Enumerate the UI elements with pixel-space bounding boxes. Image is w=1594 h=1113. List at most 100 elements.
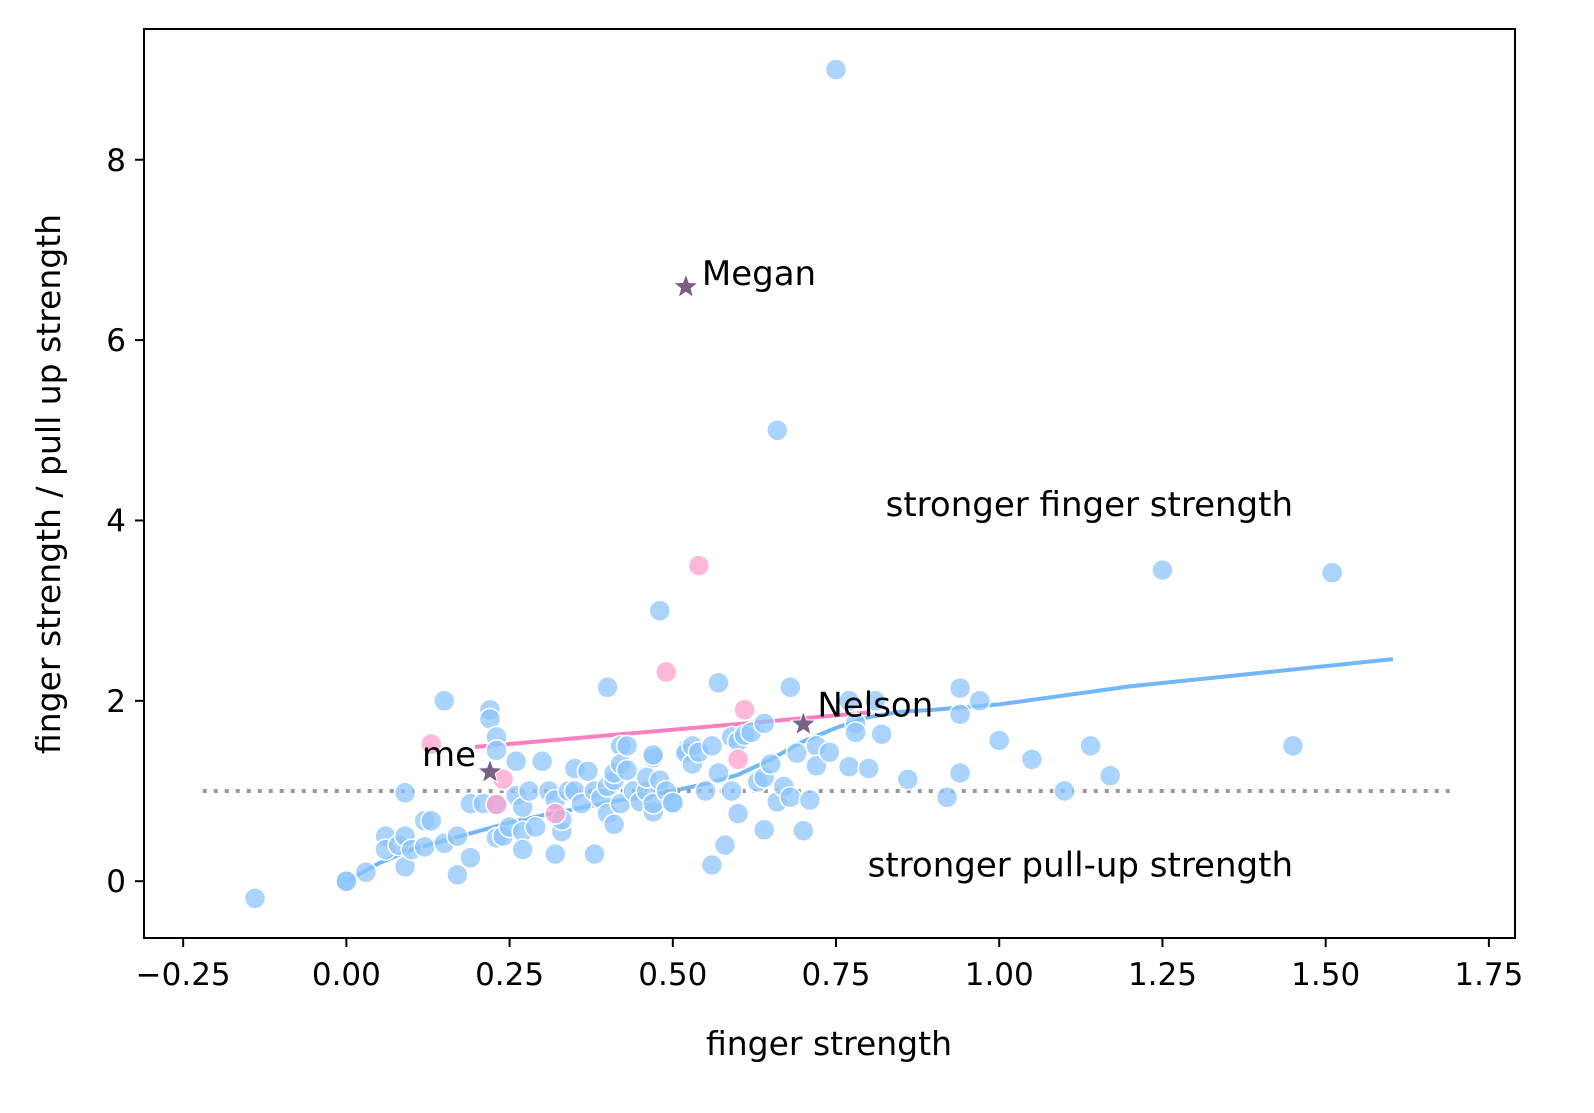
annotation-1: stronger finger strength bbox=[886, 485, 1293, 525]
y-axis-label: finger strength / pull up strength bbox=[29, 214, 68, 754]
blue-point bbox=[824, 58, 848, 81]
blue-point bbox=[1151, 558, 1174, 582]
blue-point bbox=[583, 842, 606, 866]
blue-point bbox=[524, 815, 547, 839]
blue-point bbox=[837, 755, 861, 778]
pink-point bbox=[726, 748, 750, 771]
blue-point bbox=[485, 739, 508, 762]
blue-point bbox=[596, 676, 619, 699]
y-tick-label: 2 bbox=[106, 684, 126, 720]
star-marker-me bbox=[476, 757, 504, 784]
x-tick-label: 1.25 bbox=[1128, 957, 1197, 993]
blue-point bbox=[1079, 734, 1102, 758]
blue-point bbox=[694, 779, 717, 803]
star-marker-nelson bbox=[789, 709, 818, 736]
blue-point bbox=[707, 761, 730, 785]
annotation-2: stronger pull-up strength bbox=[868, 846, 1293, 886]
x-tick-label: 1.75 bbox=[1454, 957, 1523, 993]
blue-point bbox=[713, 833, 737, 857]
blue-point bbox=[661, 791, 685, 814]
blue-point bbox=[511, 838, 534, 861]
blue-point bbox=[792, 819, 815, 842]
blue-point bbox=[707, 671, 730, 695]
blue-point bbox=[1053, 779, 1076, 803]
x-tick-label: 1.50 bbox=[1291, 957, 1360, 993]
blue-point bbox=[243, 887, 267, 910]
point-label-nelson: Nelson bbox=[817, 685, 933, 725]
blue-point bbox=[798, 788, 822, 812]
blue-point bbox=[504, 750, 528, 773]
plot-area-frame bbox=[143, 28, 1516, 939]
star-marker-megan bbox=[672, 272, 700, 299]
x-tick-label: 1.00 bbox=[965, 957, 1034, 993]
blue-point bbox=[446, 863, 469, 887]
blue-point bbox=[700, 734, 724, 758]
x-tick-label: 0.25 bbox=[475, 957, 544, 993]
blue-point bbox=[844, 721, 867, 744]
x-axis: −0.25 0.00 0.25 0.50 0.75 1.00 1.25 1.50 1.75 bbox=[136, 938, 1523, 993]
blue-point bbox=[935, 786, 959, 809]
data-points bbox=[243, 58, 1344, 910]
blue-point bbox=[413, 835, 436, 859]
blue-point bbox=[779, 786, 802, 809]
blue-point bbox=[420, 809, 443, 833]
blue-point bbox=[1281, 734, 1305, 758]
y-tick-label: 6 bbox=[106, 323, 126, 359]
blue-point bbox=[870, 722, 893, 746]
blue-point bbox=[544, 842, 567, 866]
highlighted-points: me Megan Nelson bbox=[422, 254, 933, 784]
blue-point bbox=[896, 768, 920, 791]
y-tick-label: 4 bbox=[106, 503, 126, 539]
blue-point bbox=[726, 802, 750, 825]
y-tick-label: 0 bbox=[106, 864, 126, 900]
blue-point bbox=[446, 824, 469, 848]
blue-point bbox=[857, 757, 880, 780]
blue-point bbox=[720, 779, 743, 803]
blue-point bbox=[459, 846, 482, 869]
blue-point bbox=[759, 752, 782, 776]
blue-point bbox=[752, 818, 776, 842]
blue-point bbox=[818, 740, 841, 764]
blue-point bbox=[433, 689, 456, 713]
blue-point bbox=[837, 689, 861, 713]
x-tick-label: 0.75 bbox=[802, 957, 871, 993]
blue-point bbox=[615, 759, 639, 782]
pink-point bbox=[544, 802, 567, 825]
blue-point bbox=[863, 689, 887, 713]
blue-point bbox=[700, 853, 724, 877]
x-tick-label: 0.00 bbox=[312, 957, 381, 993]
x-tick-label: −0.25 bbox=[136, 957, 231, 993]
blue-point bbox=[530, 750, 554, 773]
blue-point bbox=[987, 729, 1011, 752]
blue-point bbox=[766, 419, 789, 442]
x-axis-label: finger strength bbox=[706, 1024, 952, 1063]
blue-point bbox=[641, 743, 665, 767]
y-axis: 0 2 4 6 8 bbox=[106, 143, 144, 900]
blue-point bbox=[393, 781, 417, 805]
annotations: stronger finger strength stronger pull-up… bbox=[868, 485, 1293, 886]
blue-point bbox=[354, 860, 378, 884]
blue-point bbox=[615, 734, 639, 758]
y-tick-label: 8 bbox=[106, 143, 126, 179]
blue-point bbox=[948, 676, 972, 700]
blue-point bbox=[779, 676, 802, 699]
blue-point bbox=[1098, 764, 1122, 787]
blue-point bbox=[517, 779, 541, 803]
pink-point bbox=[485, 793, 508, 816]
pink-point bbox=[733, 698, 756, 722]
x-tick-label: 0.50 bbox=[638, 957, 707, 993]
blue-point bbox=[576, 759, 600, 783]
blue-point bbox=[785, 741, 809, 765]
blue-point bbox=[648, 599, 672, 622]
pink-point bbox=[420, 732, 443, 756]
point-label-me: me bbox=[422, 735, 476, 775]
point-label-megan: Megan bbox=[702, 254, 816, 294]
pink-point bbox=[655, 660, 678, 684]
blue-point bbox=[1020, 748, 1044, 771]
blue-point bbox=[335, 869, 358, 893]
blue-point bbox=[752, 712, 776, 735]
blue-point bbox=[805, 754, 828, 778]
blue-point bbox=[948, 761, 972, 785]
